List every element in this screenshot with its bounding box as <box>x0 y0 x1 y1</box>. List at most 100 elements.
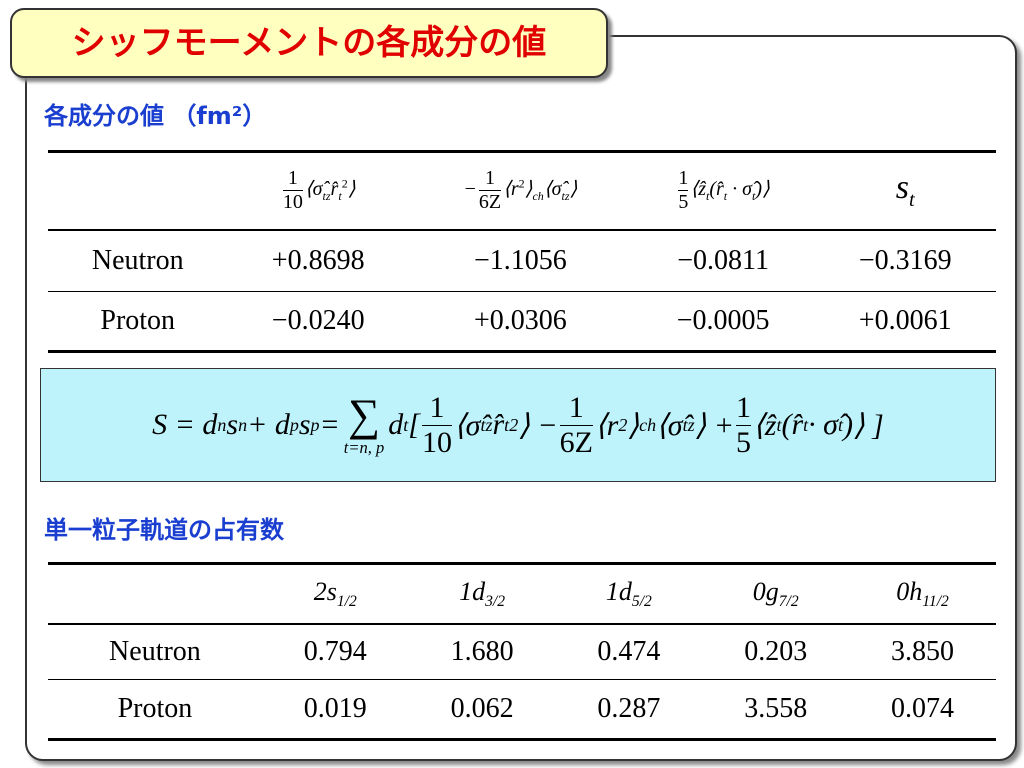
value-cell: −0.0240 <box>227 291 409 353</box>
math-text: ⟩ <box>347 178 356 201</box>
math-text: 1d <box>605 576 632 606</box>
header-cell: 0g7/2 <box>702 562 850 624</box>
math-text: ⟨ẑ <box>753 408 777 442</box>
superscript: 2 <box>509 414 519 435</box>
math-text: · σ̂ <box>808 408 838 441</box>
numerator: 1 <box>478 167 502 192</box>
superscript: 2 <box>341 176 348 191</box>
math-text: )⟩ ] <box>842 408 884 442</box>
value-cell: −0.0005 <box>631 291 815 353</box>
occupation-table: 2s1/2 1d3/2 1d5/2 0g7/2 0h11/2 Neutron 0.794 1.… <box>48 562 996 741</box>
value-cell: 3.558 <box>702 679 850 741</box>
math-text: 1d <box>459 576 486 606</box>
subscript: tz <box>682 414 695 435</box>
header-cell <box>48 150 228 230</box>
math-text: ⟩ <box>569 178 578 201</box>
denominator: 10 <box>421 425 452 459</box>
subscript: t <box>776 414 782 435</box>
math-text: ⟩ <box>627 408 640 442</box>
subscript: t <box>403 414 409 435</box>
math-text: − <box>463 178 477 201</box>
math-text: (r̂ <box>781 408 804 441</box>
row-label: Proton <box>48 291 228 353</box>
numerator: 1 <box>282 167 303 192</box>
denominator: 6Z <box>478 191 502 214</box>
math-text: ⟨ẑ <box>690 178 706 201</box>
math-text: ⟨r <box>594 408 619 442</box>
math-text: ⟨σ̂ <box>543 178 562 201</box>
header-cell: 2s1/2 <box>261 562 409 624</box>
subscript: t <box>837 414 843 435</box>
value-cell: 0.019 <box>261 679 409 741</box>
denominator: 5 <box>736 425 752 459</box>
fraction: 1 10 <box>282 167 303 214</box>
numerator: 1 <box>736 390 752 426</box>
math-text: 0g <box>752 576 779 606</box>
math-text: (r̂ <box>709 178 724 201</box>
value-cell: 0.203 <box>702 622 850 680</box>
sum-op: ∑ <box>347 389 381 440</box>
summation: ∑ t=n, p <box>344 389 384 458</box>
subscript: t <box>723 189 728 204</box>
math-text: · σ̂ <box>727 178 753 201</box>
subscript: 5/2 <box>631 592 652 610</box>
numerator: 1 <box>421 391 452 426</box>
math-text: r̂ <box>330 178 339 201</box>
section-heading: 単一粒子軌道の占有数 <box>44 516 284 544</box>
value-cell: −0.3169 <box>814 228 996 292</box>
data-row: Neutron +0.8698 −1.1056 −0.0811 −0.3169 <box>48 228 996 292</box>
subscript: 7/2 <box>778 592 799 610</box>
math-text: s <box>226 408 239 441</box>
header-cell: 1d3/2 <box>408 562 556 624</box>
numerator: 1 <box>678 167 689 192</box>
subscript: t <box>909 189 915 212</box>
math-text: ⟨σ̂ <box>656 408 683 442</box>
subscript: n <box>238 414 248 435</box>
subscript: tz <box>322 189 331 204</box>
subscript: p <box>289 414 299 435</box>
value-cell: 0.062 <box>408 679 556 741</box>
subscript: 3/2 <box>485 592 506 610</box>
value-cell: −1.1056 <box>408 228 632 292</box>
row-label: Proton <box>48 679 262 741</box>
math-text: ⟨σ̂ <box>304 178 323 201</box>
data-row: Neutron 0.794 1.680 0.474 0.203 3.850 <box>48 622 996 680</box>
value-cell: 1.680 <box>408 622 556 680</box>
subscript: tz <box>480 414 493 435</box>
math-text: S = d <box>152 408 218 441</box>
header-row: 1 10 ⟨σ̂tzr̂t2⟩ −1 6Z ⟨r2⟩ch⟨σ̂tz⟩ 1 5 ⟨ẑt(r̂t ·… <box>48 150 996 230</box>
header-cell: −1 6Z ⟨r2⟩ch⟨σ̂tz⟩ <box>408 150 632 230</box>
value-cell: 3.850 <box>849 622 996 680</box>
fraction: 1 10 <box>421 391 452 460</box>
components-table: 1 10 ⟨σ̂tzr̂t2⟩ −1 6Z ⟨r2⟩ch⟨σ̂tz⟩ 1 5 ⟨ẑt(r̂t ·… <box>48 150 996 353</box>
denominator: 5 <box>678 191 689 214</box>
denominator: 6Z <box>559 425 593 459</box>
math-text: ⟨r <box>503 178 519 201</box>
header-cell: st <box>814 150 996 230</box>
value-cell: 0.287 <box>555 679 703 741</box>
header-row: 2s1/2 1d3/2 1d5/2 0g7/2 0h11/2 <box>48 562 996 624</box>
math-text: 0h <box>896 576 923 606</box>
math-text: )⟩ <box>755 178 770 201</box>
row-label: Neutron <box>48 228 228 292</box>
math-text: 2s <box>313 576 337 606</box>
subscript: t <box>803 414 809 435</box>
subscript: t <box>338 189 342 204</box>
slide-title: シッフモーメントの各成分の値 <box>10 8 608 78</box>
header-cell <box>48 562 262 624</box>
subscript: ch <box>639 414 657 435</box>
subscript: ch <box>532 189 544 204</box>
value-cell: −0.0811 <box>631 228 815 292</box>
numerator: 1 <box>559 391 593 426</box>
math-text: ⟨σ̂ <box>453 408 481 442</box>
subscript: t <box>504 414 510 435</box>
header-cell: 1 10 ⟨σ̂tzr̂t2⟩ <box>227 150 409 230</box>
subscript: p <box>310 414 320 435</box>
math-text: = <box>319 408 340 441</box>
value-cell: 0.794 <box>261 622 409 680</box>
subscript: t <box>706 189 710 204</box>
